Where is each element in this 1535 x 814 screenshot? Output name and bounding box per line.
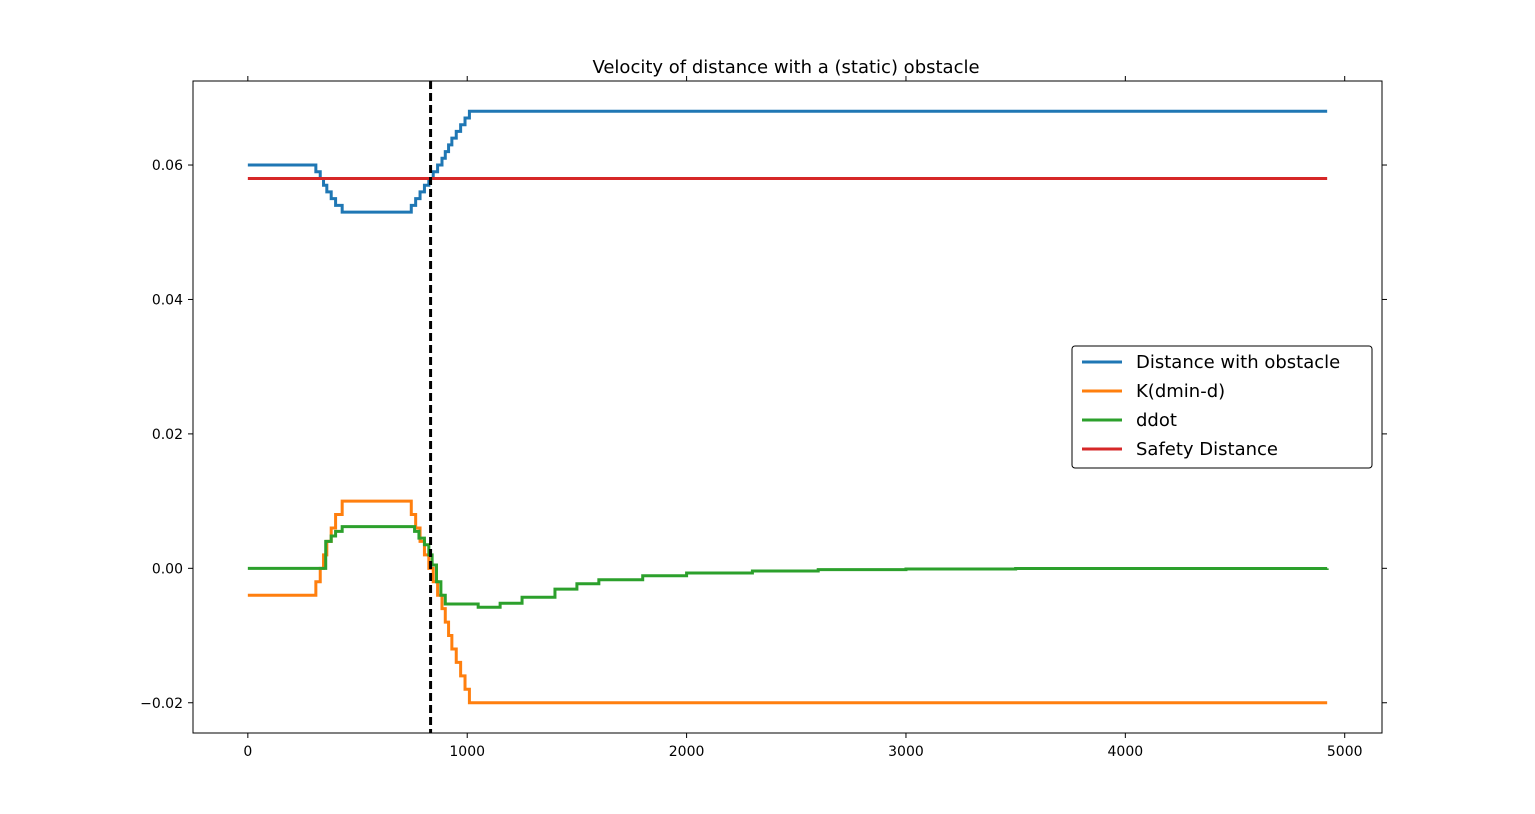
- legend: Distance with obstacle K(dmin-d) ddot Safet…: [1071, 345, 1373, 469]
- legend-box: [1071, 345, 1373, 469]
- series-line-3: [247, 525, 1329, 609]
- y-tick-label: −0.02: [140, 696, 183, 712]
- series-line-1: [247, 109, 1328, 214]
- y-tick-label: 0.02: [152, 427, 183, 443]
- x-tick-label: 2000: [669, 744, 705, 760]
- legend-label-1: Distance with obstacle: [1136, 352, 1340, 373]
- legend-label-3: ddot: [1136, 410, 1177, 431]
- chart-title: Velocity of distance with a (static) obs…: [592, 57, 979, 78]
- x-tick-label: 5000: [1327, 744, 1363, 760]
- x-tick-label: 3000: [888, 744, 924, 760]
- plot-area: [247, 81, 1329, 733]
- x-tick-label: 4000: [1108, 744, 1144, 760]
- legend-label-4: Safety Distance: [1136, 439, 1278, 460]
- x-tick-label: 1000: [449, 744, 485, 760]
- axes-frame: [192, 80, 1383, 734]
- y-tick-label: 0.04: [152, 292, 183, 308]
- x-tick-label: 0: [243, 744, 252, 760]
- series-line-2: [247, 499, 1328, 705]
- y-tick-label: 0.06: [152, 158, 183, 174]
- axes: 0 1000 2000 3000 4000 5000 −0.02 0.00 0.02 0.04 0.…: [140, 76, 1387, 760]
- legend-label-2: K(dmin-d): [1136, 381, 1225, 402]
- y-tick-label: 0.00: [152, 561, 183, 577]
